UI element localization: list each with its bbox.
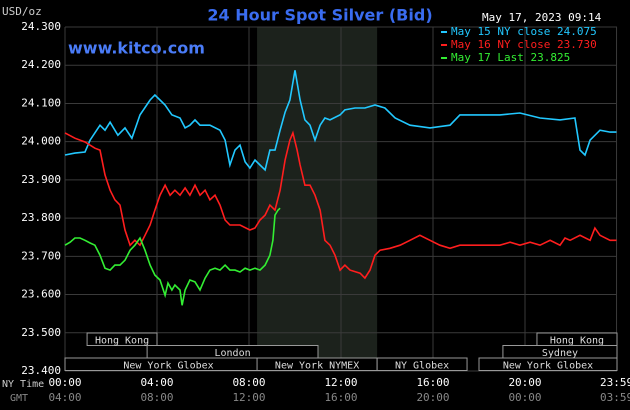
session-label: Hong Kong	[95, 335, 149, 346]
y-tick-label: 24.000	[21, 135, 61, 148]
legend-label: May 15 NY close 24.075	[451, 25, 597, 38]
series-line	[64, 130, 617, 280]
session-label: New York Globex	[503, 360, 593, 371]
x2-tick-label: 08:00	[140, 391, 173, 404]
y-tick-label: 23.600	[21, 288, 61, 301]
x-tick-label: 12:00	[324, 376, 357, 389]
y-tick-label: 23.800	[21, 211, 61, 224]
session-label: London	[214, 348, 250, 359]
chart-subtitle: www.kitco.com	[68, 39, 205, 58]
x2-tick-label: 04:00	[48, 391, 81, 404]
series-line	[64, 70, 617, 172]
y-tick-label: 23.400	[21, 364, 61, 377]
x-tick-label: 04:00	[140, 376, 173, 389]
x-tick-label: 23:59	[600, 376, 630, 389]
session-label: New York Globex	[123, 360, 213, 371]
x2-tick-label: 20:00	[416, 391, 449, 404]
session-bar	[478, 357, 618, 371]
legend-label: May 17 Last 23.825	[451, 51, 570, 64]
timestamp: May 17, 2023 09:14	[482, 11, 602, 24]
y-axis-label: USD/oz	[2, 5, 42, 18]
x-axis-label: NY Time	[2, 379, 44, 390]
x2-axis-label: GMT	[10, 393, 28, 404]
y-tick-label: 23.700	[21, 249, 61, 262]
x-tick-label: 08:00	[232, 376, 265, 389]
chart-title: 24 Hour Spot Silver (Bid)	[207, 6, 432, 25]
session-label: Sydney	[542, 348, 578, 359]
x2-tick-label: 00:00	[508, 391, 541, 404]
x2-tick-label: 12:00	[232, 391, 265, 404]
session-bar	[376, 357, 468, 371]
y-tick-label: 24.200	[21, 58, 61, 71]
x-tick-label: 16:00	[416, 376, 449, 389]
x-tick-label: 00:00	[48, 376, 81, 389]
y-tick-label: 23.500	[21, 326, 61, 339]
session-bar	[86, 332, 158, 346]
session-label: New York NYMEX	[275, 360, 359, 371]
y-tick-label: 24.300	[21, 20, 61, 33]
y-tick-label: 23.900	[21, 173, 61, 186]
session-label: Hong Kong	[550, 335, 604, 346]
legend-label: May 16 NY close 23.730	[451, 38, 597, 51]
x2-tick-label: 03:59	[600, 391, 630, 404]
y-tick-label: 24.100	[21, 96, 61, 109]
series-line	[64, 207, 281, 306]
x2-tick-label: 16:00	[324, 391, 357, 404]
x-tick-label: 20:00	[508, 376, 541, 389]
session-label: NY Globex	[395, 360, 449, 371]
